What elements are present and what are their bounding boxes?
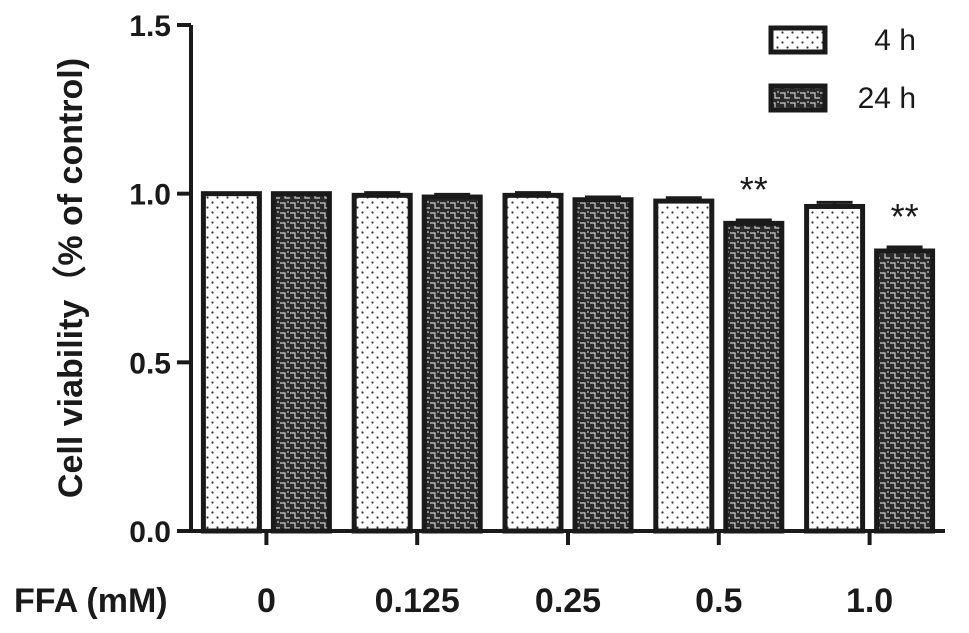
legend-label: 4 h bbox=[874, 24, 916, 57]
bar-4h bbox=[351, 192, 413, 534]
y-axis: 0.0 0.5 1.0 1.5 bbox=[129, 10, 193, 549]
y-tick-label: 1.0 bbox=[129, 179, 171, 212]
bar-4h bbox=[200, 191, 262, 534]
bars bbox=[200, 191, 936, 534]
x-axis-title: FFA (mM) bbox=[14, 582, 168, 620]
bar-24h bbox=[421, 194, 483, 534]
significance-marker: ** bbox=[891, 196, 919, 237]
legend-swatch-4h bbox=[768, 25, 828, 55]
y-tick-label: 0.0 bbox=[129, 516, 171, 549]
x-tick-label: 0.25 bbox=[535, 582, 601, 620]
significance-marker: ** bbox=[740, 169, 768, 210]
bar-24h bbox=[874, 248, 936, 534]
y-tick-label: 1.5 bbox=[129, 10, 171, 43]
legend-label: 24 h bbox=[858, 82, 916, 115]
x-tick-label: 0.5 bbox=[695, 582, 742, 620]
x-tick-label: 0 bbox=[257, 582, 276, 620]
legend-swatch-24h bbox=[768, 83, 828, 113]
annotations: ** ** bbox=[740, 169, 919, 237]
bar-24h bbox=[572, 197, 634, 534]
bar-4h bbox=[804, 203, 866, 534]
x-tick-label: 0.125 bbox=[375, 582, 460, 620]
y-axis-title: Cell viability（% of control) bbox=[51, 58, 90, 498]
bar-4h bbox=[653, 198, 715, 534]
x-tick-label: 1.0 bbox=[846, 582, 893, 620]
bar-24h bbox=[270, 191, 332, 534]
x-axis: 0 0.125 0.25 0.5 1.0 bbox=[189, 529, 945, 620]
legend: 4 h 24 h bbox=[768, 24, 916, 115]
bar-24h bbox=[723, 220, 785, 534]
bar-4h bbox=[502, 192, 564, 534]
y-tick-label: 0.5 bbox=[129, 347, 171, 380]
